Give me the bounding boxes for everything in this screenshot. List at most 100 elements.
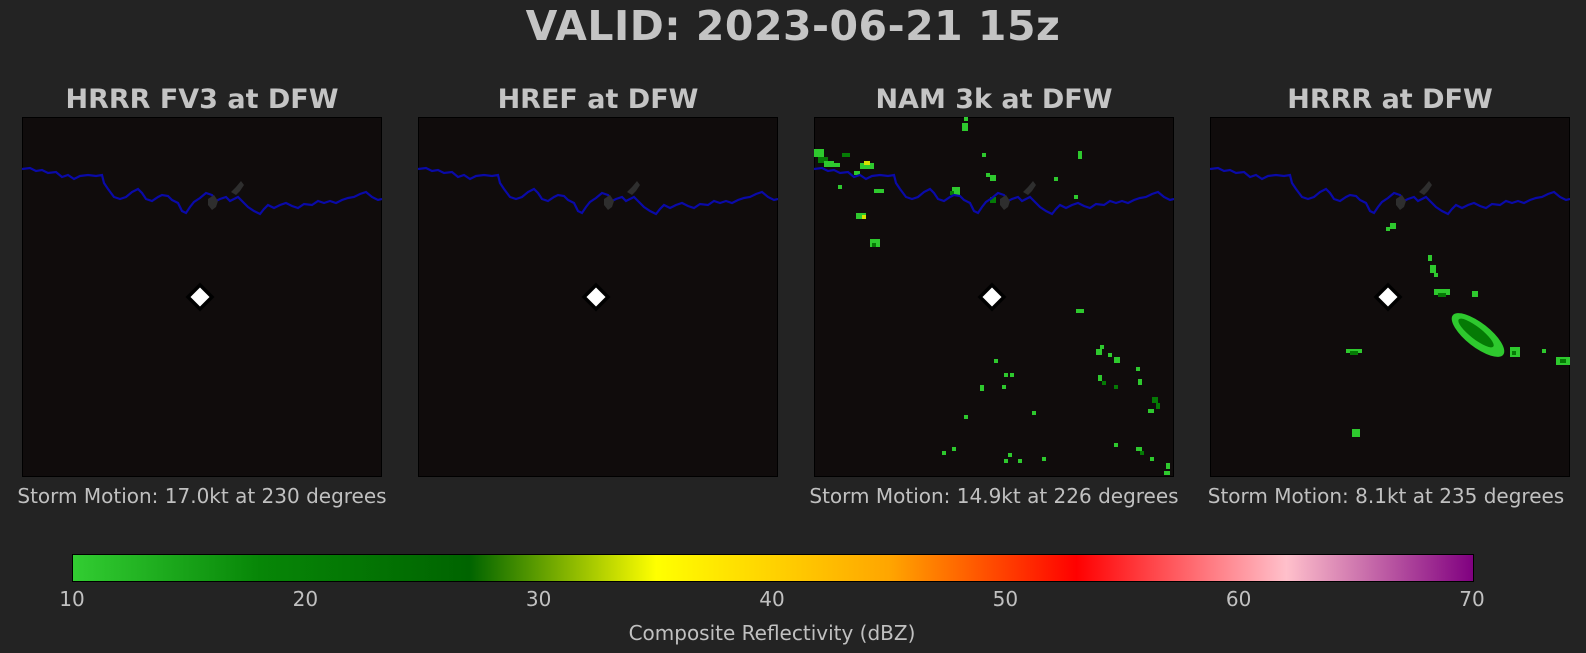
river-line xyxy=(1210,166,1570,216)
river-line xyxy=(814,166,1174,216)
panel-title-hrrr-fv3: HRRR FV3 at DFW xyxy=(65,84,339,115)
echo-cell xyxy=(1472,291,1478,297)
echo-cell xyxy=(1010,373,1014,377)
colorbar-tick: 20 xyxy=(292,587,319,611)
map-panel-hrrr-fv3 xyxy=(22,117,382,477)
reflectivity-map xyxy=(814,117,1174,477)
panel-title-href: HREF at DFW xyxy=(497,84,699,115)
echo-cell xyxy=(1390,223,1396,229)
echo-cell xyxy=(854,171,860,175)
echo-cell xyxy=(1152,397,1158,403)
echo-cell xyxy=(1108,353,1112,357)
station-marker xyxy=(581,282,611,312)
echo-cell xyxy=(1434,289,1450,295)
echo-cell xyxy=(818,157,828,163)
echo-cell xyxy=(814,149,824,157)
echo-cell xyxy=(1512,351,1516,355)
colorbar-tick: 50 xyxy=(992,587,1019,611)
station-marker xyxy=(977,282,1007,312)
echo-cell xyxy=(1430,265,1436,273)
echo-cell xyxy=(864,161,870,165)
echo-cell xyxy=(942,451,946,455)
storm-motion-hrrr: Storm Motion: 8.1kt at 235 degrees xyxy=(1207,484,1565,508)
lake-shape xyxy=(1396,181,1432,210)
echo-cell xyxy=(824,161,834,167)
echo-cell xyxy=(962,123,968,131)
echo-cell xyxy=(842,153,850,157)
echo-cell xyxy=(994,359,998,363)
echo-cell xyxy=(856,213,866,219)
echo-cell xyxy=(1008,453,1012,457)
echo-cell xyxy=(1136,447,1142,451)
echo-cell xyxy=(1148,409,1154,413)
echo-cell xyxy=(1150,457,1154,461)
lake-shape xyxy=(208,181,244,210)
echo-cell xyxy=(1136,367,1140,371)
echo-cell xyxy=(838,185,842,189)
echo-cell xyxy=(1100,345,1104,349)
colorbar-label: Composite Reflectivity (dBZ) xyxy=(628,621,916,645)
echo-cell xyxy=(1164,471,1170,475)
echo-cell xyxy=(1166,463,1170,469)
echo-cell xyxy=(1542,349,1546,353)
echo-cell xyxy=(1002,385,1006,389)
echo-cell xyxy=(952,447,956,451)
echo-cell xyxy=(1076,309,1084,313)
echo-cell xyxy=(980,385,984,391)
colorbar xyxy=(72,554,1474,582)
echo-cell xyxy=(1352,429,1360,437)
echo-cell xyxy=(1386,227,1390,231)
echo-cell xyxy=(1114,357,1120,363)
echo-cell xyxy=(1078,151,1082,159)
river-line xyxy=(22,166,382,216)
colorbar-tick: 30 xyxy=(525,587,552,611)
echo-cell xyxy=(1114,443,1118,447)
echo-cell xyxy=(990,175,996,181)
map-panel-nam-3k xyxy=(814,117,1174,477)
lake-shape xyxy=(1000,181,1036,210)
panel-title-hrrr: HRRR at DFW xyxy=(1287,84,1493,115)
echo-cell xyxy=(874,189,884,193)
colorbar-tick: 10 xyxy=(59,587,85,611)
storm-motion-hrrr-fv3: Storm Motion: 17.0kt at 230 degrees xyxy=(17,484,387,508)
map-panel-href xyxy=(418,117,778,477)
reflectivity-map xyxy=(22,117,382,477)
echo-cell xyxy=(1434,273,1438,277)
echo-cell xyxy=(1114,385,1118,389)
panel-title-nam-3k: NAM 3k at DFW xyxy=(875,84,1113,115)
echo-cell xyxy=(952,187,960,195)
echo-cell xyxy=(1098,375,1102,381)
echo-cell xyxy=(832,163,840,167)
river-line xyxy=(418,166,778,216)
echo-cell xyxy=(1428,255,1432,261)
echo-cell xyxy=(982,153,986,157)
echo-cell xyxy=(1074,195,1078,199)
storm-motion-nam-3k: Storm Motion: 14.9kt at 226 degrees xyxy=(809,484,1179,508)
echo-cell xyxy=(1102,381,1106,385)
echo-cluster-core xyxy=(1458,318,1494,348)
station-marker xyxy=(185,282,215,312)
reflectivity-map xyxy=(1210,117,1570,477)
main-title: VALID: 2023-06-21 15z xyxy=(525,2,1061,50)
colorbar-tick: 40 xyxy=(759,587,785,611)
lake-shape xyxy=(604,181,640,210)
echo-cell xyxy=(1004,459,1008,463)
echo-cell xyxy=(862,215,866,219)
echo-cell xyxy=(860,163,874,169)
echo-cell xyxy=(1054,177,1058,181)
echo-cell xyxy=(1042,457,1046,461)
echo-cell xyxy=(964,117,968,121)
echo-cell xyxy=(1138,379,1142,385)
reflectivity-map xyxy=(418,117,778,477)
colorbar-tick: 60 xyxy=(1225,587,1252,611)
echo-cell xyxy=(950,191,954,195)
echo-cell xyxy=(1156,403,1160,409)
echo-layer xyxy=(1346,223,1570,437)
echo-cell xyxy=(1350,351,1358,355)
echo-cell xyxy=(1096,349,1102,355)
echo-cell xyxy=(1032,411,1036,415)
echo-cell xyxy=(1438,293,1446,297)
echo-cell xyxy=(986,173,990,177)
echo-cell xyxy=(872,243,876,247)
echo-cell xyxy=(1018,459,1022,463)
